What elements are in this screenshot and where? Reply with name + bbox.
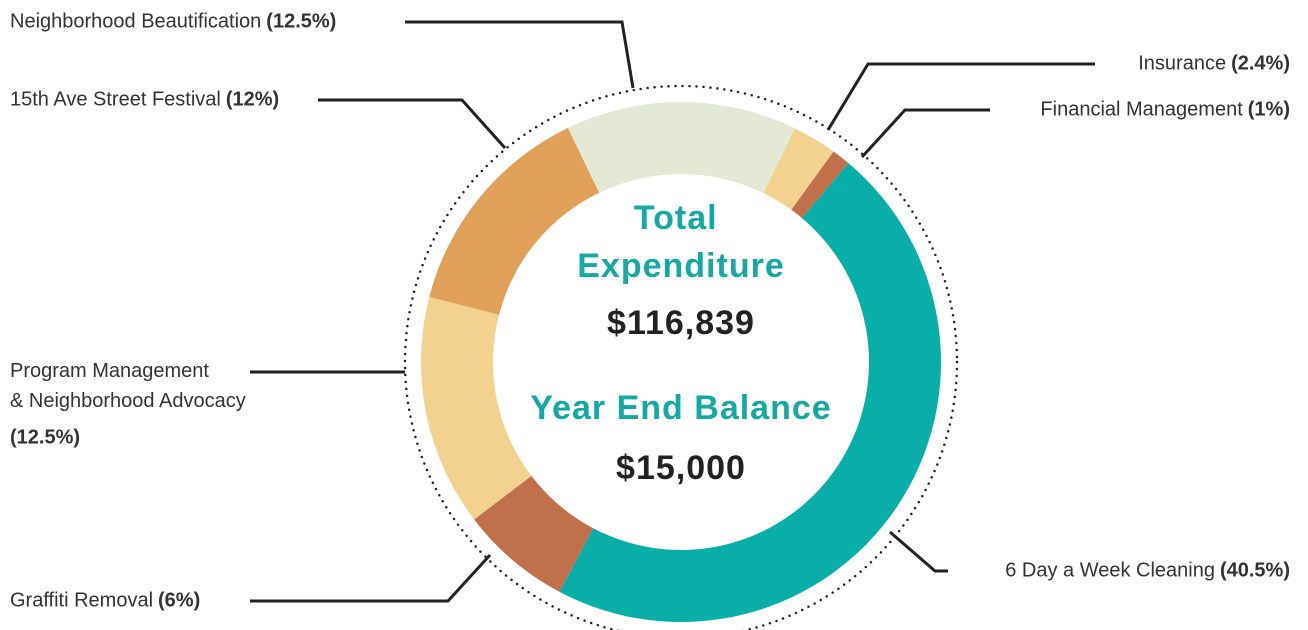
- leader-line: [860, 108, 990, 159]
- leader-line: [250, 553, 492, 603]
- center-annotation: Year End Balance: [530, 389, 831, 427]
- donut-segment: [791, 151, 849, 219]
- center-annotation: $116,839: [607, 304, 755, 342]
- donut-segment: [474, 475, 594, 592]
- dotted-ring: [403, 84, 959, 630]
- value-label: (12.5%): [10, 426, 80, 448]
- category-label: Insurance: [1138, 52, 1226, 74]
- leader-line: [826, 62, 1095, 131]
- category-label: 6 Day a Week Cleaning: [1005, 559, 1215, 581]
- category-label: 15th Ave Street Festival: [10, 88, 221, 110]
- category-label: Program Management & Neighborhood Advoca…: [10, 360, 246, 412]
- leader-line: [318, 98, 507, 150]
- leader-line: [405, 20, 635, 89]
- category-label: Graffiti Removal: [10, 589, 153, 611]
- category-label: Neighborhood Beautification: [10, 10, 261, 32]
- donut-segment: [567, 102, 795, 194]
- donut-segment: [763, 128, 834, 210]
- value-label: (12.5%): [266, 10, 336, 32]
- value-label: (12%): [226, 88, 279, 110]
- category-label: Financial Management: [1040, 98, 1243, 120]
- center-annotation: $15,000: [616, 449, 746, 487]
- center-annotation: Total Expenditure: [577, 199, 784, 285]
- leader-line: [889, 530, 948, 573]
- value-label: (40.5%): [1220, 559, 1290, 581]
- value-label: (1%): [1248, 98, 1290, 120]
- donut-segment: [559, 163, 942, 622]
- value-label: (6%): [158, 589, 200, 611]
- value-label: (2.4%): [1231, 52, 1290, 74]
- donut-segment: [421, 296, 532, 520]
- donut-segment: [429, 127, 600, 315]
